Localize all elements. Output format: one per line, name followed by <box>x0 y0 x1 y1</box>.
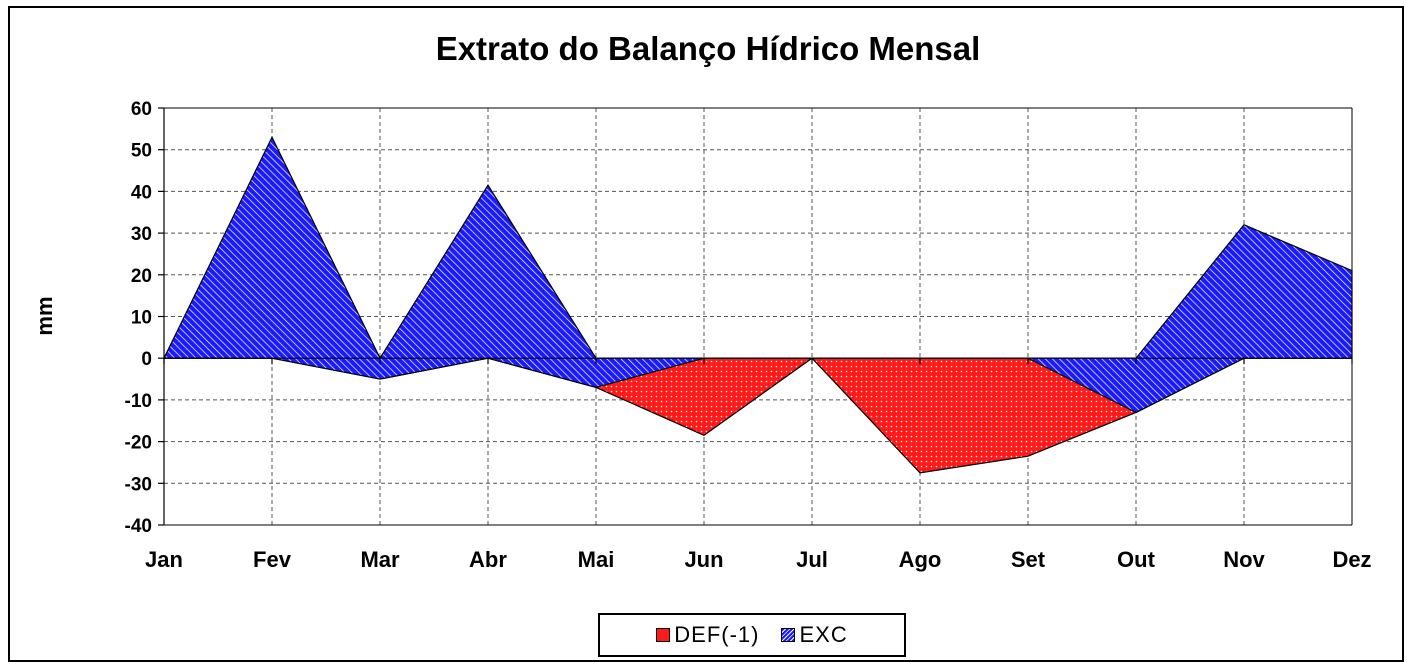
legend-item-def: DEF(-1) <box>656 622 759 648</box>
x-tick-label: Dez <box>1332 547 1371 572</box>
chart-title: Extrato do Balanço Hídrico Mensal <box>435 30 981 67</box>
x-tick-label: Fev <box>253 547 292 572</box>
x-tick-label: Nov <box>1223 547 1265 572</box>
legend-label-def: DEF(-1) <box>674 622 760 647</box>
x-tick-label: Set <box>1011 547 1046 572</box>
x-tick-label: Jun <box>684 547 723 572</box>
y-tick-label: 20 <box>131 266 152 287</box>
x-tick-label: Mai <box>578 547 615 572</box>
y-tick-label: -40 <box>125 516 152 537</box>
y-axis-label: mm <box>32 296 57 335</box>
legend-label-exc: EXC <box>799 622 848 647</box>
x-tick-label: Jan <box>145 547 183 572</box>
y-tick-label: 40 <box>131 182 152 203</box>
legend-swatch-def <box>656 628 671 642</box>
y-tick-label: 50 <box>131 141 152 162</box>
y-tick-label: 60 <box>131 99 152 120</box>
y-tick-label: -20 <box>125 433 152 454</box>
x-tick-label: Jul <box>796 547 828 572</box>
legend-item-exc: EXC <box>781 622 847 648</box>
y-tick-label: -30 <box>125 474 152 495</box>
x-tick-label: Ago <box>899 547 942 572</box>
x-tick-label: Out <box>1117 547 1156 572</box>
x-tick-label: Mar <box>360 547 400 572</box>
x-tick-label: Abr <box>469 547 507 572</box>
y-tick-label: -10 <box>125 391 152 412</box>
y-tick-label: 30 <box>131 224 152 245</box>
legend: DEF(-1) EXC <box>598 613 906 657</box>
legend-swatch-exc <box>781 628 796 642</box>
y-tick-label: 10 <box>131 308 152 329</box>
y-tick-label: 0 <box>141 349 152 370</box>
